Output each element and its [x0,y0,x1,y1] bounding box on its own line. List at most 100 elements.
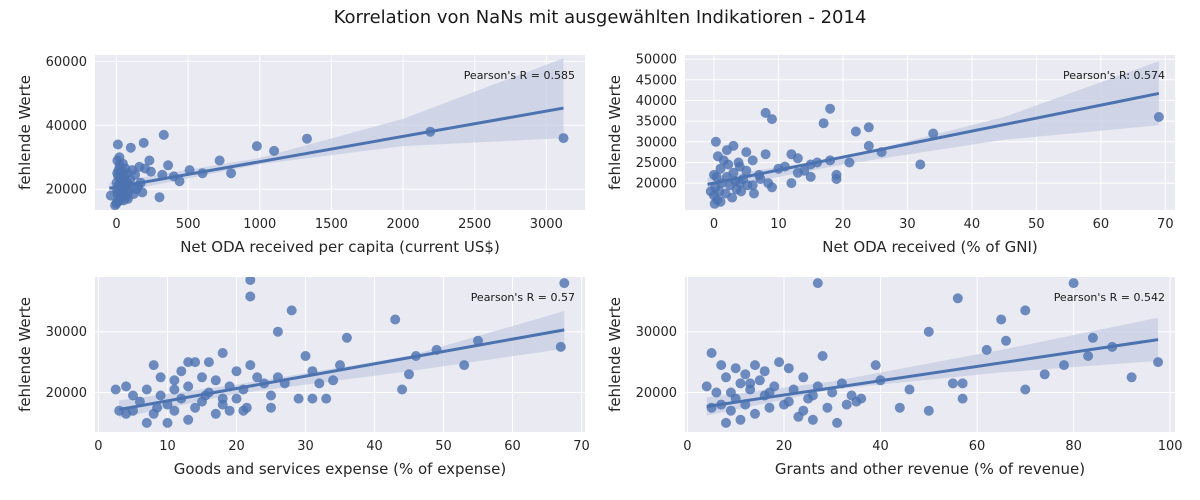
data-point [736,186,747,197]
data-point [1039,369,1050,380]
x-tick-label: 50 [1028,217,1045,232]
data-point [163,160,174,171]
data-point [721,145,732,156]
data-point [1020,384,1031,395]
data-point [190,357,201,368]
plot-content [705,61,1164,209]
data-point [231,393,242,404]
data-point [807,390,818,401]
data-point [231,366,242,377]
data-point [183,381,194,392]
data-point [715,163,726,174]
data-point [817,351,828,361]
data-point [745,378,756,389]
data-point [805,171,816,182]
data-point [252,372,263,383]
data-point [138,137,149,148]
x-tick-label: 20 [835,217,852,232]
data-point [1068,278,1079,289]
x-tick-label: 100 [1158,439,1183,454]
x-tick-label: 2500 [458,217,491,232]
x-tick-label: 80 [1065,439,1082,454]
data-point [841,399,852,410]
data-point [272,326,283,337]
data-point [226,168,237,179]
x-tick-label: 3000 [530,217,563,232]
data-point [169,375,180,386]
data-point [1087,332,1098,343]
x-tick-label: 70 [1157,217,1174,232]
data-point [293,393,304,404]
data-point [725,405,736,416]
data-point [1126,372,1137,383]
data-point [1153,112,1164,122]
y-tick-label: 30000 [636,135,677,150]
data-point [1020,305,1031,316]
data-point [341,332,352,343]
data-point [203,357,214,368]
data-point [125,142,136,153]
data-point [844,157,855,168]
x-tick-label: 2000 [386,217,419,232]
data-point [786,178,797,189]
data-point [759,366,770,377]
data-point [251,141,262,152]
data-point [321,393,332,404]
data-point [870,360,881,371]
y-tick-label: 50000 [636,53,677,68]
x-tick-label: 30 [899,217,916,232]
data-point [269,145,280,156]
data-point [266,402,276,413]
regression-line [706,338,1159,408]
y-tick-label: 20000 [46,386,87,401]
data-point [183,414,194,425]
x-tick-label: 60 [1093,217,1110,232]
subplot-2: 0 10 20 30 40 50 60 70 20000 25000 30000 35000 40000… [606,53,1175,256]
data-point [144,155,155,166]
x-tick-label: 1000 [243,217,276,232]
y-axis-label: fehlende Werte [16,297,34,412]
data-point [764,402,775,413]
data-point [300,351,311,361]
data-point [735,414,746,425]
x-tick-label: 20 [776,439,793,454]
data-point [812,278,823,289]
data-point [148,360,159,371]
data-point [169,405,180,416]
data-point [730,363,741,374]
data-point [723,159,734,170]
data-point [915,159,926,170]
data-point [158,129,169,140]
data-point [733,157,744,168]
y-axis-label: fehlende Werte [16,75,34,190]
data-point [217,348,228,358]
data-point [725,387,736,398]
data-point [245,360,256,371]
data-point [741,147,752,158]
y-tick-label: 30000 [636,325,677,340]
x-tick-label: 40 [872,439,889,454]
data-point [214,155,225,166]
data-point [266,390,276,401]
data-point [799,165,810,176]
data-point [314,378,325,389]
data-point [1153,357,1164,368]
data-point [783,396,794,407]
regression-line [109,106,564,190]
data-point [155,390,166,401]
data-point [105,190,116,201]
data-point [715,196,726,207]
data-point [302,133,312,144]
x-tick-label: 60 [969,439,986,454]
data-point [706,348,717,358]
data-point [155,372,166,383]
data-point [825,103,836,114]
data-point [210,408,221,419]
data-point [863,122,874,133]
data-point [390,314,401,325]
data-point [162,417,173,428]
x-axis-label: Net ODA received per capita (current US$… [180,238,500,256]
y-tick-label: 45000 [636,73,677,88]
data-point [747,155,758,166]
data-point [1001,335,1011,346]
